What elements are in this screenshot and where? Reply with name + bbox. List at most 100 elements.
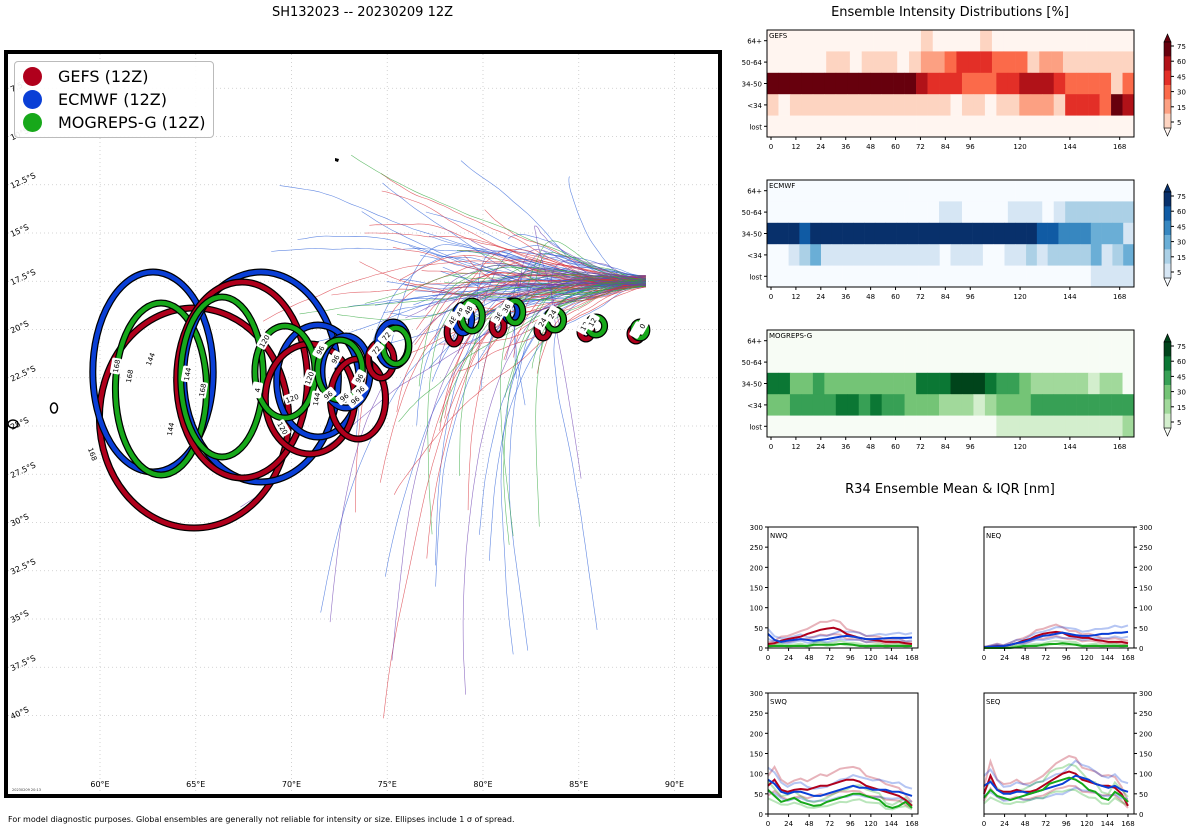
hour-label-bg bbox=[251, 381, 263, 399]
heatmap-cell bbox=[1039, 51, 1052, 74]
heatmap-cell bbox=[939, 415, 951, 438]
mean-line bbox=[767, 789, 913, 809]
hour-label-bg bbox=[196, 381, 208, 399]
heatmap-cell bbox=[810, 244, 822, 266]
hour-tick: 12 bbox=[791, 143, 800, 151]
page-title: SH132023 -- 20230209 12Z bbox=[271, 5, 454, 20]
row-label: 34-50 bbox=[742, 231, 762, 239]
heatmap-cell bbox=[1098, 180, 1111, 202]
heatmap-cell bbox=[858, 330, 871, 352]
y-tick: 250 bbox=[1139, 710, 1152, 718]
heatmap-cell bbox=[801, 415, 814, 438]
heatmap-cell bbox=[1111, 415, 1123, 438]
heatmap-cell bbox=[1099, 201, 1112, 224]
member-track bbox=[499, 267, 646, 289]
lon-label: 65°E bbox=[186, 780, 205, 789]
hour-label-bg bbox=[123, 367, 135, 385]
colorbar-tick: 15 bbox=[1177, 104, 1186, 112]
heatmap-cell bbox=[826, 180, 839, 202]
heatmap-cell bbox=[939, 394, 951, 416]
y-tick: 100 bbox=[1139, 605, 1152, 613]
heatmap-cell bbox=[1053, 330, 1066, 352]
heatmap-cell bbox=[1122, 180, 1135, 202]
heatmap-cell bbox=[944, 30, 957, 52]
mean-line bbox=[767, 778, 913, 797]
colorbar-arrow bbox=[1163, 333, 1172, 343]
colorbar-segment bbox=[1164, 399, 1171, 414]
heatmap-cell bbox=[1074, 30, 1087, 52]
forecast-hour-label: 48 bbox=[447, 315, 458, 327]
heatmap-cell bbox=[799, 244, 811, 266]
legend-entry: ECMWF (12Z) bbox=[23, 88, 205, 111]
track-map-plot: 60°E65°E70°E75°E80°E85°E90°E5°S7.5°S10°S… bbox=[8, 54, 718, 794]
colorbar-tick: 60 bbox=[1177, 358, 1186, 366]
y-tick: 150 bbox=[1139, 751, 1152, 759]
heatmap-cell bbox=[777, 265, 789, 288]
heatmap-cell bbox=[1076, 201, 1089, 224]
colorbar-segment bbox=[1164, 113, 1171, 129]
heatmap-cell bbox=[1122, 30, 1135, 52]
heatmap-cell bbox=[916, 372, 928, 395]
heatmap-cell bbox=[853, 265, 865, 288]
heatmap-cell bbox=[897, 51, 910, 74]
member-track bbox=[550, 260, 646, 479]
iqr-line bbox=[767, 797, 913, 811]
heatmap-cell bbox=[1026, 222, 1038, 245]
mean-line bbox=[983, 776, 1129, 803]
heatmap-cell bbox=[904, 372, 917, 395]
heatmap-cell bbox=[1003, 51, 1016, 74]
legend-label: MOGREPS-G (12Z) bbox=[58, 113, 206, 132]
heatmap-cell bbox=[831, 222, 843, 245]
hour-label-bg bbox=[544, 305, 560, 323]
heatmap-cell bbox=[944, 51, 957, 74]
intensity-panel: GEFS 64+ 50-64 34-50 <34 lost 0 12 24 36 48 60 72 84 9… bbox=[742, 29, 1186, 151]
heatmap-cell bbox=[1003, 180, 1016, 202]
heatmap-cell bbox=[873, 30, 886, 52]
legend-label: GEFS (12Z) bbox=[58, 67, 149, 86]
hour-label-bg bbox=[143, 350, 157, 368]
member-track bbox=[454, 281, 646, 301]
heatmap-cell bbox=[927, 94, 940, 116]
heatmap-cell bbox=[778, 51, 791, 74]
heatmap-cell bbox=[847, 330, 860, 352]
map-legend: GEFS (12Z) ECMWF (12Z) MOGREPS-G (12Z) bbox=[14, 61, 215, 138]
heatmap-cell bbox=[973, 394, 986, 416]
legend-marker bbox=[23, 113, 42, 132]
heatmap-cell bbox=[1030, 415, 1043, 438]
lon-label: 60°E bbox=[90, 780, 109, 789]
heatmap-cell bbox=[1076, 415, 1089, 438]
y-tick: 100 bbox=[750, 605, 763, 613]
quadrant-name: SEQ bbox=[986, 698, 1001, 706]
heatmap-cell bbox=[820, 265, 833, 288]
heatmap-cell bbox=[984, 415, 997, 438]
member-track bbox=[355, 262, 646, 513]
heatmap-cell bbox=[881, 372, 894, 395]
heatmap-cell bbox=[984, 94, 997, 116]
heatmap-cell bbox=[767, 180, 780, 202]
lat-label: 27.5°S bbox=[9, 461, 37, 481]
legend-entry: MOGREPS-G (12Z) bbox=[23, 111, 205, 134]
heatmap-cell bbox=[916, 415, 928, 438]
lat-label: 40°S bbox=[9, 705, 30, 721]
r34-panel: NWQ 0 50 100 150 200 250 300 0 24 48 72 96 120 144 168 bbox=[750, 524, 919, 662]
heatmap-cell bbox=[789, 351, 802, 374]
heatmap-cell bbox=[767, 72, 779, 95]
heatmap-cell bbox=[824, 94, 837, 116]
heatmap-cell bbox=[874, 222, 887, 245]
hour-label-bg bbox=[302, 369, 316, 387]
heatmap-cell bbox=[1036, 222, 1048, 245]
heatmap-cell bbox=[885, 51, 898, 74]
lon-label: 85°E bbox=[569, 780, 588, 789]
member-track bbox=[489, 286, 646, 561]
heatmap-cell bbox=[961, 201, 974, 224]
member-track bbox=[462, 283, 646, 695]
colorbar-segment bbox=[1164, 206, 1171, 221]
heatmap-cell bbox=[972, 222, 984, 245]
x-tick: 168 bbox=[1121, 654, 1134, 662]
heatmap-cell bbox=[1030, 94, 1043, 116]
heatmap-cell bbox=[909, 30, 922, 52]
heatmap-cell bbox=[1065, 394, 1077, 416]
heatmap-cell bbox=[1030, 372, 1043, 395]
heatmap-cell bbox=[881, 415, 894, 438]
heatmap-cell bbox=[873, 180, 886, 202]
